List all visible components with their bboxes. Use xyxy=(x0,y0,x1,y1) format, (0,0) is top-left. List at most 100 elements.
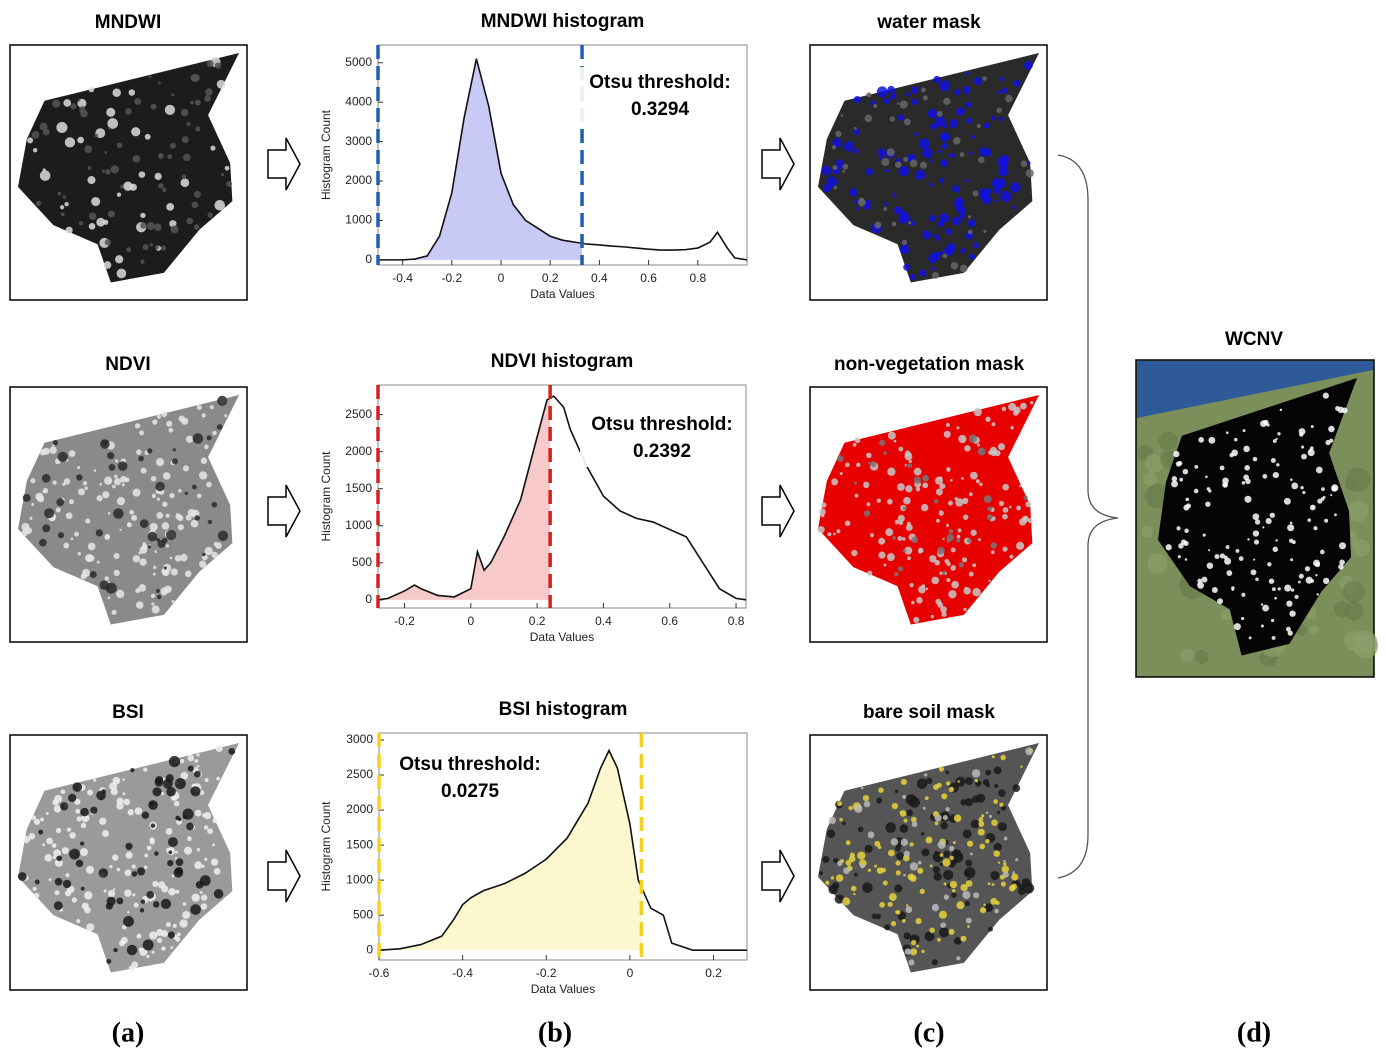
map-texture xyxy=(942,815,948,821)
map-texture xyxy=(151,950,155,954)
map-texture xyxy=(22,493,31,502)
map-texture xyxy=(68,499,74,505)
map-texture xyxy=(917,867,924,874)
map-texture xyxy=(928,182,933,187)
map-texture xyxy=(190,786,201,797)
map-texture xyxy=(1279,408,1283,412)
map-texture xyxy=(939,571,943,575)
map-texture xyxy=(60,802,69,811)
map-texture xyxy=(140,467,147,474)
map-texture xyxy=(164,104,176,116)
map-texture xyxy=(131,127,141,137)
map-texture xyxy=(139,545,148,554)
map-texture xyxy=(958,434,967,444)
map-texture xyxy=(1325,439,1331,446)
map-texture xyxy=(1253,558,1256,561)
map-texture xyxy=(1233,437,1238,442)
satellite-texture xyxy=(1309,625,1319,635)
map-texture xyxy=(957,206,967,216)
map-texture xyxy=(65,512,73,520)
map-texture xyxy=(165,922,171,928)
map-texture xyxy=(978,817,984,822)
map-texture xyxy=(895,845,901,852)
map-texture xyxy=(1027,518,1033,524)
map-texture xyxy=(152,572,156,576)
map-texture xyxy=(860,786,864,790)
map-texture xyxy=(134,423,141,429)
map-texture xyxy=(161,885,169,893)
map-texture xyxy=(903,873,906,877)
map-texture xyxy=(897,483,905,491)
map-texture xyxy=(182,465,190,472)
map-texture xyxy=(191,74,200,82)
map-texture xyxy=(950,565,957,571)
map-texture xyxy=(174,778,186,790)
map-texture xyxy=(120,936,128,944)
threshold-annotation: Otsu threshold: xyxy=(589,72,730,93)
map-texture xyxy=(1275,539,1278,542)
map-texture xyxy=(1313,559,1320,567)
map-texture xyxy=(98,868,109,878)
map-texture xyxy=(947,500,953,506)
map-texture xyxy=(194,770,201,778)
x-tick-label: -0.6 xyxy=(369,966,390,980)
panel-title: BSI xyxy=(112,702,144,723)
map-texture xyxy=(941,611,947,617)
map-texture xyxy=(53,901,63,911)
map-texture xyxy=(88,86,95,93)
map-texture xyxy=(206,435,212,441)
map-texture xyxy=(934,850,939,855)
map-texture xyxy=(946,561,951,567)
map-texture xyxy=(74,798,81,805)
map-texture xyxy=(916,778,928,789)
map-texture xyxy=(182,910,191,919)
map-texture xyxy=(987,506,993,512)
panel-title: bare soil mask xyxy=(863,702,995,723)
mask-image xyxy=(809,734,1048,991)
map-texture xyxy=(129,509,135,515)
map-texture xyxy=(1289,610,1296,617)
map-texture xyxy=(95,529,103,537)
map-texture xyxy=(817,526,825,534)
map-texture xyxy=(166,786,176,797)
map-texture xyxy=(990,871,1000,881)
map-texture xyxy=(150,823,156,828)
map-texture xyxy=(903,496,911,505)
map-texture xyxy=(1299,432,1304,437)
x-tick-label: 0.8 xyxy=(728,614,745,628)
annotation-bg xyxy=(580,409,744,467)
map-texture xyxy=(1338,564,1344,570)
map-texture xyxy=(878,537,886,545)
map-texture xyxy=(139,908,145,913)
map-texture xyxy=(207,212,213,218)
map-texture xyxy=(170,946,174,950)
map-texture xyxy=(113,947,118,953)
map-texture xyxy=(165,828,173,835)
map-texture xyxy=(112,888,116,891)
map-texture xyxy=(160,791,165,796)
map-texture xyxy=(172,448,176,452)
map-texture xyxy=(967,219,976,228)
map-texture xyxy=(907,556,912,561)
satellite-texture xyxy=(1344,601,1364,621)
map-texture xyxy=(212,818,218,824)
x-axis-label: Data Values xyxy=(530,287,594,301)
map-texture xyxy=(849,188,858,197)
map-texture xyxy=(116,867,121,872)
map-texture xyxy=(146,891,155,899)
map-texture xyxy=(843,867,850,874)
map-texture xyxy=(1241,481,1246,485)
map-texture xyxy=(1219,465,1225,471)
map-texture xyxy=(1315,466,1323,474)
map-texture xyxy=(874,840,881,847)
map-texture xyxy=(977,828,985,836)
map-texture xyxy=(204,777,209,783)
map-texture xyxy=(44,854,53,862)
map-texture xyxy=(212,430,217,436)
map-texture xyxy=(986,514,993,521)
map-texture xyxy=(167,859,174,867)
map-texture xyxy=(81,902,89,910)
map-texture xyxy=(115,459,119,463)
map-texture xyxy=(840,114,844,117)
map-texture xyxy=(191,201,199,209)
